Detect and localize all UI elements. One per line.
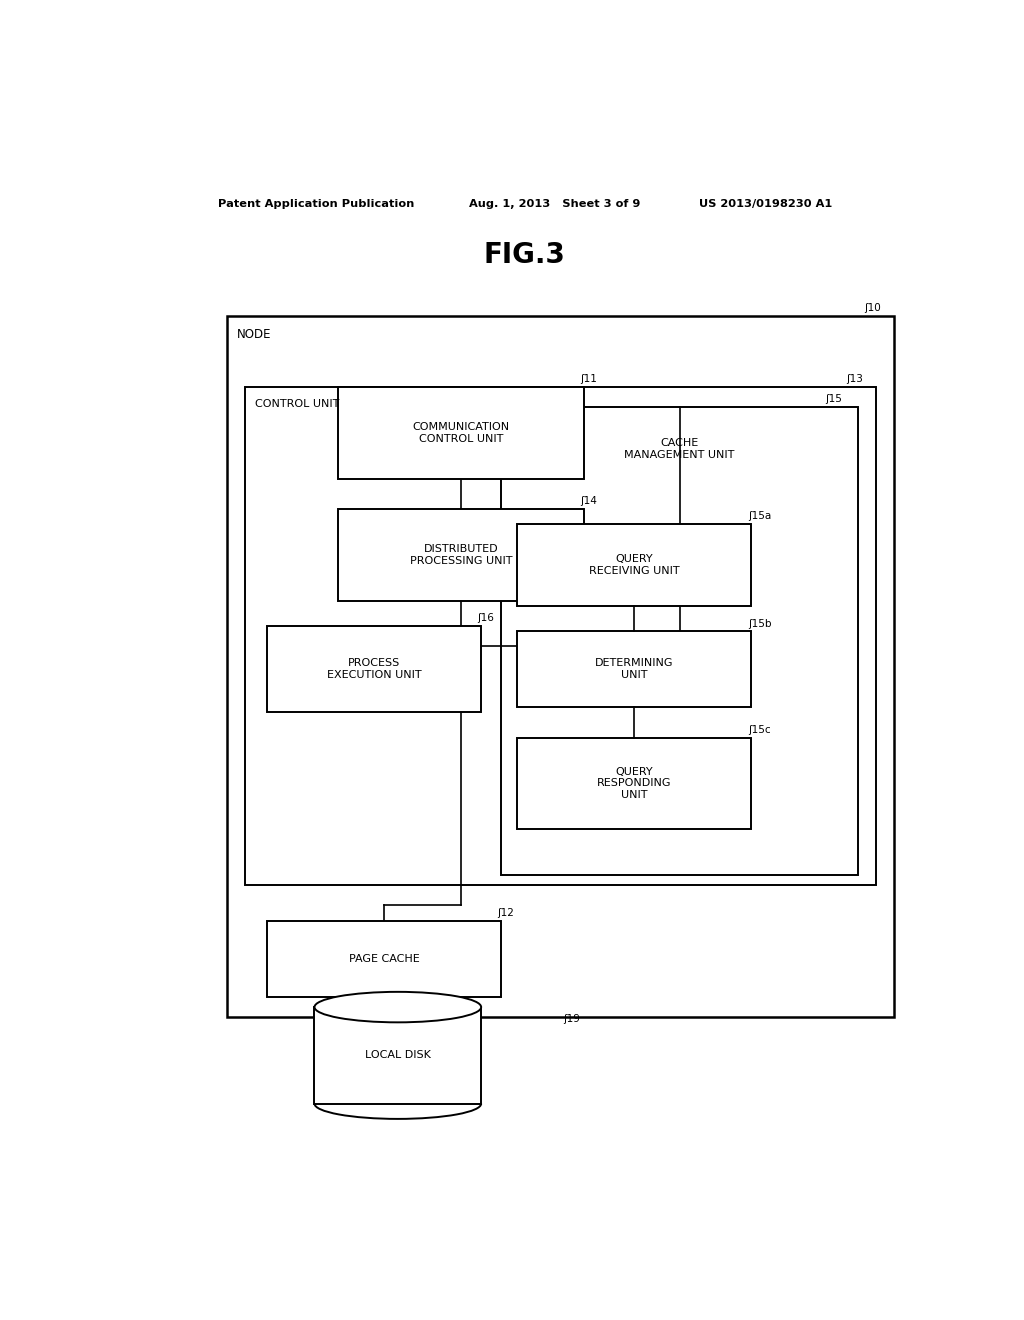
Text: ʃ16: ʃ16: [477, 612, 494, 623]
Bar: [338, 510, 585, 601]
Text: ʃ13: ʃ13: [846, 374, 863, 384]
Text: ʃ11: ʃ11: [581, 374, 597, 384]
Text: ʃ15: ʃ15: [824, 395, 842, 404]
Bar: [267, 626, 481, 713]
Text: ʃ19: ʃ19: [563, 1014, 580, 1024]
Text: CACHE
MANAGEMENT UNIT: CACHE MANAGEMENT UNIT: [625, 438, 735, 459]
Text: ʃ10: ʃ10: [864, 302, 882, 313]
Bar: [338, 387, 585, 479]
Text: LOCAL DISK: LOCAL DISK: [365, 1051, 431, 1060]
Bar: [517, 738, 751, 829]
Text: COMMUNICATION
CONTROL UNIT: COMMUNICATION CONTROL UNIT: [413, 422, 510, 444]
Text: Aug. 1, 2013   Sheet 3 of 9: Aug. 1, 2013 Sheet 3 of 9: [469, 199, 641, 209]
Text: QUERY
RESPONDING
UNIT: QUERY RESPONDING UNIT: [597, 767, 671, 800]
Bar: [227, 315, 894, 1018]
Bar: [501, 408, 858, 875]
Text: ʃ12: ʃ12: [497, 908, 514, 917]
Text: DISTRIBUTED
PROCESSING UNIT: DISTRIBUTED PROCESSING UNIT: [410, 544, 513, 565]
Bar: [517, 524, 751, 606]
Bar: [267, 921, 501, 997]
Text: FIG.3: FIG.3: [484, 242, 565, 269]
Text: PROCESS
EXECUTION UNIT: PROCESS EXECUTION UNIT: [327, 659, 421, 680]
Text: ʃ15a: ʃ15a: [749, 511, 772, 521]
Bar: [517, 631, 751, 708]
Text: US 2013/0198230 A1: US 2013/0198230 A1: [699, 199, 833, 209]
Text: ʃ15c: ʃ15c: [749, 725, 771, 735]
Text: DETERMINING
UNIT: DETERMINING UNIT: [595, 659, 673, 680]
Text: ʃ14: ʃ14: [581, 496, 597, 506]
Text: CONTROL UNIT: CONTROL UNIT: [255, 399, 339, 409]
Bar: [246, 387, 877, 886]
Bar: [314, 1007, 481, 1104]
Ellipse shape: [314, 991, 481, 1022]
Text: PAGE CACHE: PAGE CACHE: [348, 954, 419, 964]
Text: NODE: NODE: [237, 329, 271, 341]
Text: QUERY
RECEIVING UNIT: QUERY RECEIVING UNIT: [589, 554, 679, 576]
Text: Patent Application Publication: Patent Application Publication: [218, 199, 414, 209]
Text: ʃ15b: ʃ15b: [749, 619, 772, 630]
